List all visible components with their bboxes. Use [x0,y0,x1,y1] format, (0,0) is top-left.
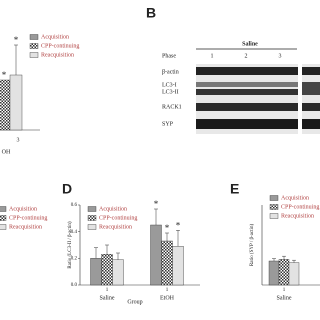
y-axis-label: Ratio (LC3-II / β-actin) [68,221,73,268]
category-label: EtOH [160,295,175,301]
legend-swatch [87,206,97,212]
blot-row-label: RACK1 [162,104,182,110]
legend-swatch [87,215,97,221]
legend-label: Acquisition [9,206,37,212]
bar [101,254,113,286]
y-tick-label: 0.0 [71,283,78,288]
panel-label: E [230,181,239,197]
x-tick-label: 1 [106,288,109,293]
panel-label: D [62,181,72,197]
bar [161,240,173,286]
legend-swatch [269,204,279,210]
error-bar [176,230,180,247]
error-bar [105,244,109,255]
y-tick-label: 0.2 [71,256,78,261]
blot-row-label: LC3-II [162,89,179,95]
blot-row-label: LC3-I [162,82,177,88]
legend-label: CPP-continuing [99,215,137,221]
significance-mark: * [154,199,159,209]
x-tick-label: 1 [166,288,169,293]
legend-label: Acquisition [281,195,309,201]
error-bar [154,208,158,225]
error-bar [116,252,120,260]
panel-label: B [146,5,156,21]
bar [0,79,11,131]
significance-mark: * [165,223,170,233]
legend-label: Reacquisition [99,224,132,230]
legend-label: Reacquisition [281,213,314,219]
phase-label: Phase [162,53,176,59]
bar [278,259,290,286]
legend-swatch [87,224,97,230]
category-label: Saline [277,295,292,301]
bar [268,260,280,286]
legend-label: Acquisition [99,206,127,212]
error-bar [165,232,169,241]
error-bar [14,44,18,75]
error-bar [292,259,296,263]
significance-mark: * [2,70,7,80]
legend-swatch [0,206,7,212]
phase-number: 2 [245,53,248,59]
bar [288,262,300,286]
error-bar [94,247,98,259]
category-label: 3 [17,137,20,143]
error-bar [282,255,286,260]
legend-label: CPP-continuing [281,204,319,210]
legend-label: Reacquisition [9,224,42,230]
category-label: Saline [100,295,115,301]
phase-number: 1 [211,53,214,59]
legend-swatch [269,213,279,219]
legend-label: Acquisition [41,34,69,40]
legend-swatch [29,43,39,49]
error-bar [272,258,276,261]
bar [172,246,184,286]
blot-row-label: β-actin [162,69,179,75]
legend-swatch [29,52,39,58]
legend-label: CPP-continuing [41,43,79,49]
y-axis-label: Ratio (SYP / β-actin) [250,224,255,267]
x-axis-label: Group [127,299,142,305]
significance-mark: * [14,35,19,45]
legend-label: Reacquisition [41,52,74,58]
legend-swatch [0,224,7,230]
x-tick-label: 1 [283,288,286,293]
phase-number: 3 [279,53,282,59]
y-tick-label: 0.6 [71,203,78,208]
blot-row-label: SYP [162,121,174,127]
bar [90,258,102,286]
blot-image [196,64,320,134]
legend-swatch [29,34,39,40]
legend-label: CPP-continuing [9,215,47,221]
blot-header: Saline [242,41,258,47]
legend-swatch [269,195,279,201]
x-axis-label: OH [2,149,11,155]
y-tick-label: 0.4 [71,230,78,235]
legend-swatch [0,215,7,221]
bar [112,259,124,286]
bar [150,224,162,286]
bar [9,74,23,131]
significance-mark: * [176,220,181,230]
